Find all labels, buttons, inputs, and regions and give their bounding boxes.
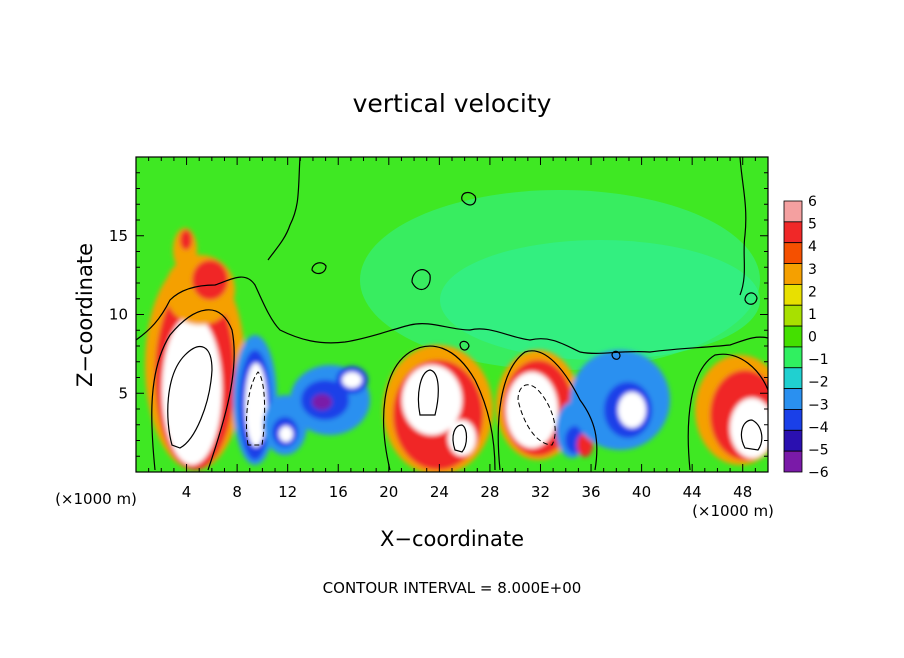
colorbar-swatch [783,450,803,473]
cyan-region-2 [440,240,760,360]
right-cell-contour [687,353,768,471]
downdraft-cell-3-core [279,426,293,442]
updraft-plume-1d [192,260,228,300]
downdraft-cell-4-core [312,394,332,410]
colorbar-label: 0 [808,330,817,346]
colorbar-swatch [783,367,803,390]
x-axis-label: X−coordinate [380,527,524,551]
center-cell-contour [383,345,496,471]
x-unit-label: (×1000 m) [55,490,137,508]
top-right-contour [739,157,747,296]
colorbar-swatch [783,242,803,264]
x-axis-ticks: 4 8 12 16 20 24 28 32 36 40 44 48 [148,157,756,501]
z-axis-label: Z−coordinate [73,243,97,387]
z-tick-label: 15 [109,227,128,245]
dashed-contour-1 [245,371,266,446]
updraft-cell-11-core [730,398,768,458]
colorbar-swatch [783,325,803,348]
dashed-contours [245,371,556,446]
x-tick-label: 16 [329,483,348,501]
colorbar-label: −3 [808,397,829,413]
small-loop-2 [411,269,431,291]
z-axis-ticks: 5 10 15 [109,172,768,457]
left-inner-contour [167,345,213,449]
velocity-cells [145,228,768,472]
x-tick-label: 8 [232,483,242,501]
updraft-cell-6-core [402,365,462,435]
downdraft-cell-10-core [618,392,646,428]
dashed-contour-2 [517,384,556,446]
colorbar-label: −1 [808,352,829,368]
right-inner-contour [740,419,763,451]
colorbar-swatch [783,200,803,223]
small-loop-5 [459,340,470,351]
x-tick-label: 24 [430,483,449,501]
colorbar-label: −2 [808,375,829,391]
contour-lines [136,157,768,471]
small-loop-6 [611,350,621,360]
x-tick-label: 4 [182,483,192,501]
colorbar-swatch [783,388,803,410]
colorbar-swatch [783,409,803,431]
colorbar-label: 6 [808,194,817,210]
colorbar-label: 3 [808,262,817,278]
z-tick-label: 5 [118,384,128,402]
x-tick-label: 48 [733,483,752,501]
small-loop-4 [744,292,758,305]
colorbar-swatch [783,283,803,306]
colorbar: 6 5 4 3 2 1 0 −1 −2 −3 −4 −5 −6 [783,194,829,481]
colorbar-swatch [783,263,803,285]
small-loop-1 [461,191,477,206]
center-inner-contour [417,369,439,416]
x-tick-label: 40 [632,483,651,501]
top-left-contour [267,157,301,261]
x-tick-label: 44 [683,483,702,501]
z-unit-label: (×1000 m) [692,502,774,520]
x-tick-label: 32 [531,483,550,501]
colorbar-label: 4 [808,239,817,255]
colorbar-swatch [783,304,803,327]
right-center-contour [497,350,598,471]
small-loop-3 [311,262,327,275]
colorbar-label: 5 [808,217,817,233]
x-tick-label: 36 [581,483,600,501]
z-tick-label: 10 [109,306,128,324]
contour-interval-label: CONTOUR INTERVAL = 8.000E+00 [323,579,582,597]
updraft-plume-1c [180,230,192,250]
downdraft-cell-2-core [245,363,267,447]
left-cell-contour [151,309,235,471]
updraft-cell-8-core [506,372,558,448]
plot-area [136,157,768,472]
downdraft-cell-5-core [342,372,362,388]
colorbar-swatch [783,346,803,369]
colorbar-swatch [783,221,803,244]
updraft-cell-1-core [162,315,222,465]
zero-contour [136,276,768,354]
colorbar-label: −4 [808,420,829,436]
colorbar-label: −5 [808,442,829,458]
x-tick-label: 12 [278,483,297,501]
chart-title: vertical velocity [353,89,552,118]
colorbar-label: −6 [808,465,829,481]
colorbar-label: 2 [808,284,817,300]
colorbar-label: 1 [808,307,817,323]
center-inner-contour-2 [452,424,468,453]
colorbar-swatch [783,429,803,452]
x-tick-label: 20 [379,483,398,501]
x-tick-label: 28 [480,483,499,501]
